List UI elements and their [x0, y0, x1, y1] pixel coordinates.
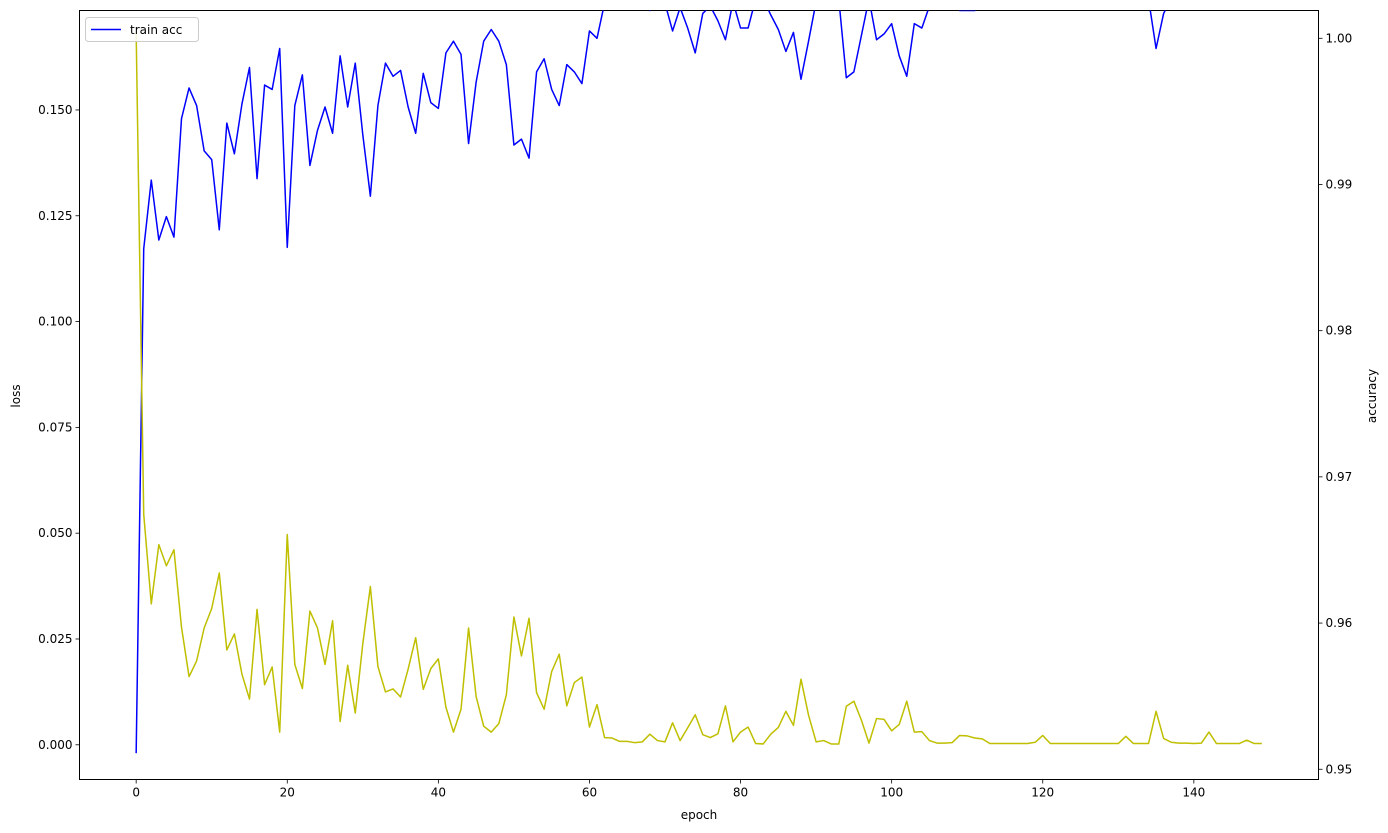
right-axis-label: accuracy [1365, 369, 1379, 423]
left-axis-label: loss [9, 384, 23, 407]
left-tick-label: 0.025 [38, 632, 72, 646]
series-line-series-1 [135, 32, 1262, 745]
left-tick-label: 0.125 [38, 209, 72, 223]
x-tick-label: 80 [733, 786, 748, 800]
legend-label-train-acc: train acc [130, 23, 182, 37]
right-tick-label: 0.99 [1326, 177, 1353, 191]
legend-box [85, 17, 199, 42]
series-line-train-acc [135, 10, 1166, 754]
left-tick-label: 0.150 [38, 103, 72, 117]
x-tick-label: 60 [582, 786, 597, 800]
left-tick-label: 0.075 [38, 420, 72, 434]
plot-frame [79, 10, 1319, 780]
x-axis-label: epoch [681, 808, 718, 822]
x-tick-label: 140 [1182, 786, 1205, 800]
x-tick-label: 100 [880, 786, 903, 800]
x-axis-ticks: 0 20 40 60 80 100 120 140 [132, 779, 1205, 800]
right-tick-label: 0.98 [1326, 324, 1353, 338]
left-tick-label: 0.100 [38, 315, 72, 329]
left-tick-label: 0.050 [38, 526, 72, 540]
right-tick-label: 0.95 [1326, 762, 1353, 776]
legend: train acc [85, 17, 199, 42]
left-axis-ticks: 0.000 0.025 0.050 0.075 0.100 0.125 0.150 [38, 103, 80, 752]
left-tick-label: 0.000 [38, 738, 72, 752]
right-tick-label: 1.00 [1326, 31, 1353, 45]
x-tick-label: 40 [431, 786, 446, 800]
right-tick-label: 0.97 [1326, 470, 1353, 484]
x-tick-label: 120 [1031, 786, 1054, 800]
right-tick-label: 0.96 [1326, 616, 1353, 630]
x-tick-label: 0 [132, 786, 140, 800]
series-layer [135, 10, 1262, 754]
right-axis-ticks: 0.95 0.96 0.97 0.98 0.99 1.00 [1318, 31, 1353, 776]
plot-area: 0 20 40 60 80 100 120 140 0.0000.0250.0500.0750… [38, 10, 1353, 800]
x-tick-label: 20 [280, 786, 295, 800]
